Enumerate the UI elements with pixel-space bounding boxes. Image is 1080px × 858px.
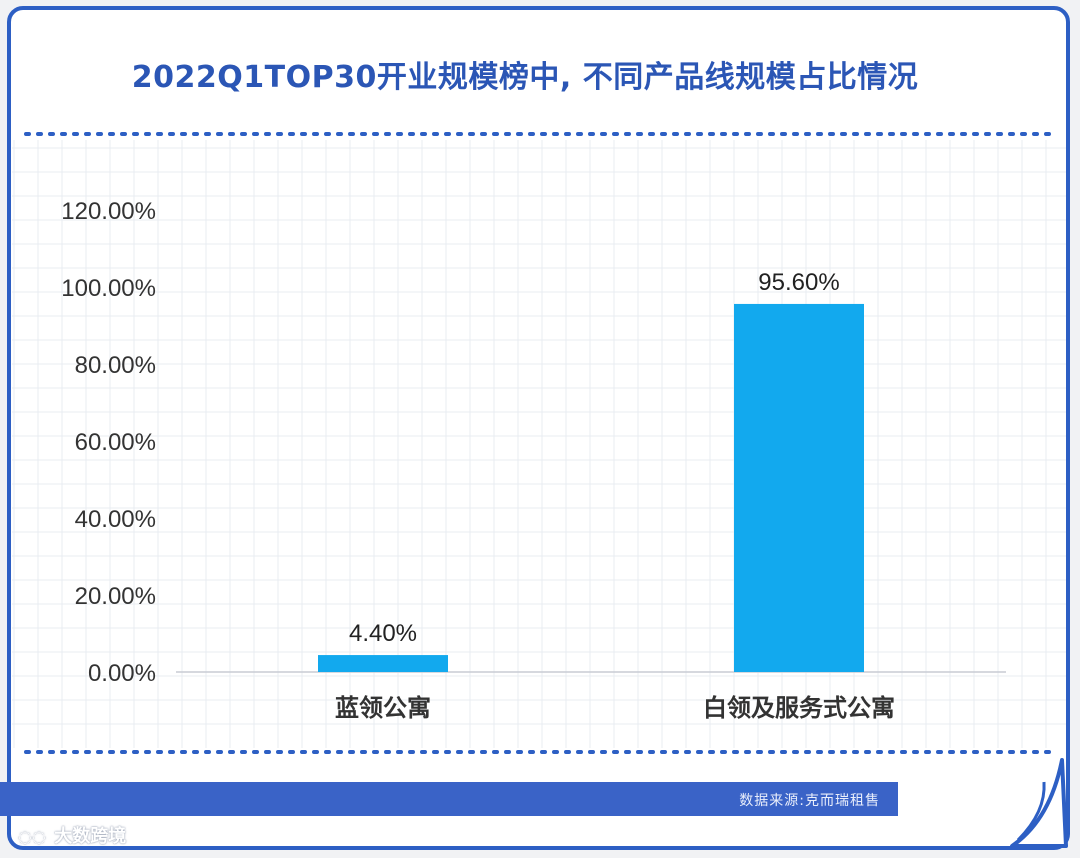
page-curl-icon <box>1010 758 1068 848</box>
source-bar: 数据来源:克而瑞租售 <box>0 782 898 816</box>
y-tick-label: 0.00% <box>88 660 156 687</box>
y-tick-label: 20.00% <box>75 583 156 610</box>
y-tick-label: 80.00% <box>75 352 156 379</box>
chart-title: 2022Q1TOP30开业规模榜中, 不同产品线规模占比情况 <box>131 60 919 95</box>
source-note: 数据来源:克而瑞租售 <box>739 793 880 809</box>
dotted-dividers <box>24 132 1060 754</box>
x-tick-label: 蓝领公寓 <box>335 694 431 722</box>
y-tick-label: 100.00% <box>61 275 156 302</box>
chart-frame <box>7 6 1070 850</box>
bar <box>318 655 448 672</box>
data-label: 95.60% <box>758 269 839 296</box>
watermark: ◌◌ 大数跨境 <box>18 822 126 848</box>
y-tick-label: 60.00% <box>75 429 156 456</box>
watermark-text: 大数跨境 <box>54 826 127 847</box>
y-tick-label: 40.00% <box>75 506 156 533</box>
page-curl-shape <box>1010 758 1068 848</box>
x-tick-label: 白领及服务式公寓 <box>703 694 895 722</box>
bubble-logo-icon: ◌◌ <box>18 827 46 846</box>
y-tick-label: 120.00% <box>61 198 156 225</box>
page-curl-fold <box>1016 781 1046 842</box>
data-label: 4.40% <box>349 620 417 647</box>
bars: 4.40% 蓝领公寓 95.60% 白领及服务式公寓 <box>318 269 895 722</box>
y-axis: 0.00% 20.00% 40.00% 60.00% 80.00% 100.00% 120.… <box>61 198 1006 687</box>
grid-background <box>12 140 1066 748</box>
bar <box>734 303 864 672</box>
